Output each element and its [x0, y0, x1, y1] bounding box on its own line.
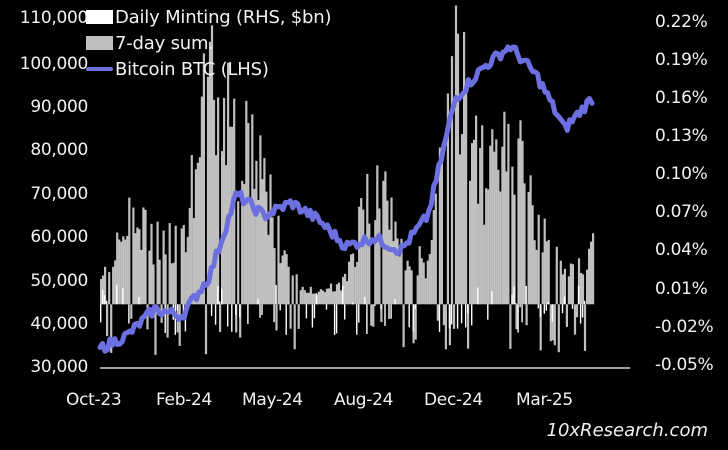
left-tick: 70,000: [30, 184, 88, 204]
legend-label: 7-day sum.: [115, 32, 214, 54]
right-tick: -0.02%: [655, 317, 714, 337]
watermark: 10xResearch.com: [546, 420, 709, 441]
left-tick: 50,000: [30, 271, 88, 291]
x-tick: Oct-23: [66, 390, 122, 410]
left-tick: 40,000: [30, 314, 88, 334]
left-tick: 80,000: [30, 140, 88, 160]
left-tick: 110,000: [19, 8, 89, 28]
x-tick: Aug-24: [334, 390, 394, 410]
legend-label: Bitcoin BTC (LHS): [115, 58, 269, 80]
right-tick: 0.22%: [655, 12, 708, 32]
legend-item-daily-minting: Daily Minting (RHS, $bn): [86, 4, 331, 30]
right-tick: 0.10%: [655, 164, 708, 184]
right-tick: 0.13%: [655, 126, 708, 146]
x-tick: Dec-24: [424, 390, 483, 410]
chart-legend: Daily Minting (RHS, $bn) 7-day sum. Bitc…: [86, 4, 331, 82]
right-tick: 0.01%: [655, 279, 708, 299]
left-tick: 60,000: [30, 227, 88, 247]
blue-line-swatch-icon: [86, 67, 113, 71]
legend-label: Daily Minting (RHS, $bn): [115, 6, 332, 28]
left-tick: 90,000: [30, 97, 88, 117]
minting-bars: [100, 5, 595, 355]
left-tick: 100,000: [19, 54, 89, 74]
x-tick: Mar-25: [516, 390, 573, 410]
right-tick: -0.05%: [655, 355, 714, 375]
right-tick: 0.19%: [655, 50, 708, 70]
white-swatch-icon: [86, 10, 113, 24]
right-tick: 0.07%: [655, 202, 708, 222]
gray-swatch-icon: [86, 36, 113, 50]
legend-item-7day-sum: 7-day sum.: [86, 30, 331, 56]
x-tick: Feb-24: [156, 390, 213, 410]
right-tick: 0.16%: [655, 88, 708, 108]
x-tick: May-24: [242, 390, 303, 410]
right-tick: 0.04%: [655, 240, 708, 260]
left-tick: 30,000: [30, 357, 88, 377]
btc-price-line: [97, 44, 595, 354]
legend-item-bitcoin: Bitcoin BTC (LHS): [86, 56, 331, 82]
